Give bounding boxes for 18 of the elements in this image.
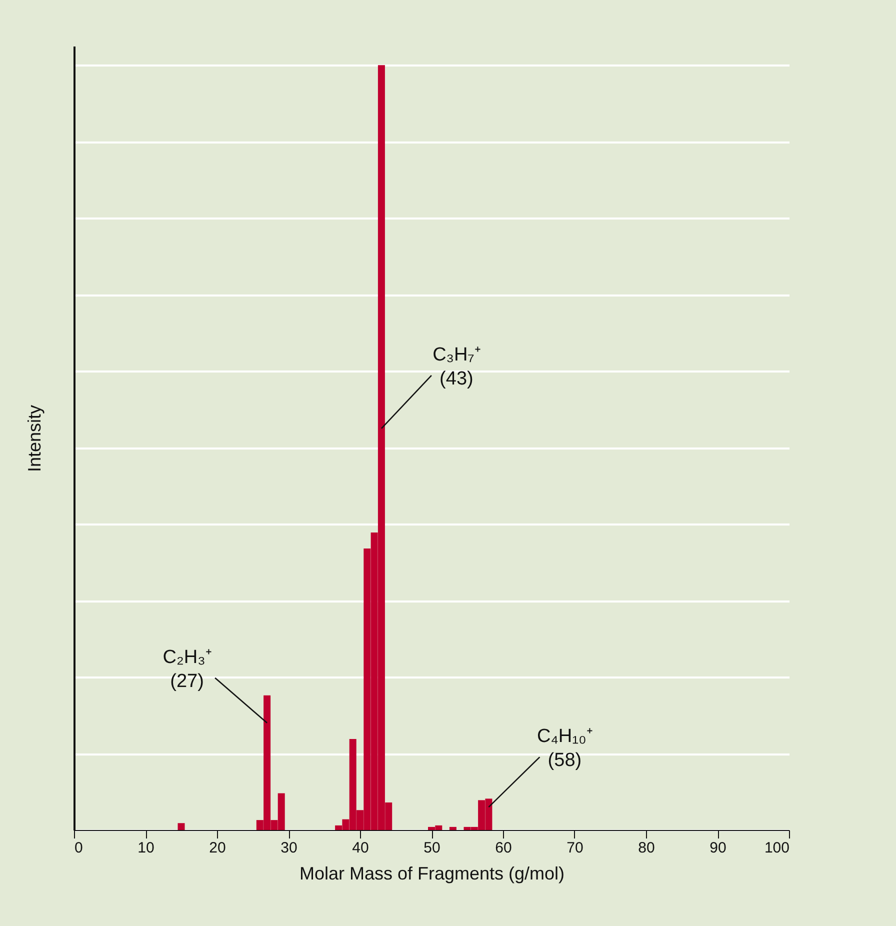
bar [449, 826, 456, 830]
y-axis-title: Intensity [24, 404, 44, 472]
x-tick-label: 60 [495, 840, 512, 856]
x-tick-label: 50 [424, 840, 440, 856]
annotation: C₄H₁₀⁺ (58) [536, 726, 592, 772]
bar [178, 823, 185, 830]
x-tick-label: 90 [710, 840, 726, 856]
x-tick-label: 20 [209, 840, 226, 856]
x-tick-label: 70 [566, 840, 584, 856]
x-tick-label: 80 [638, 840, 655, 856]
x-axis-title: Molar Mass of Fragments (g/mol) [299, 864, 565, 884]
x-tick-label: 0 [74, 840, 83, 856]
x-tick-label: 40 [352, 840, 369, 856]
annotation: C₂H₃⁺ (27) [162, 646, 212, 692]
x-tick-label: 10 [138, 840, 154, 856]
x-tick-label: 30 [280, 840, 298, 856]
annotation: C₃H₇⁺ (43) [432, 344, 480, 390]
x-tick-label: 100 [764, 840, 790, 856]
